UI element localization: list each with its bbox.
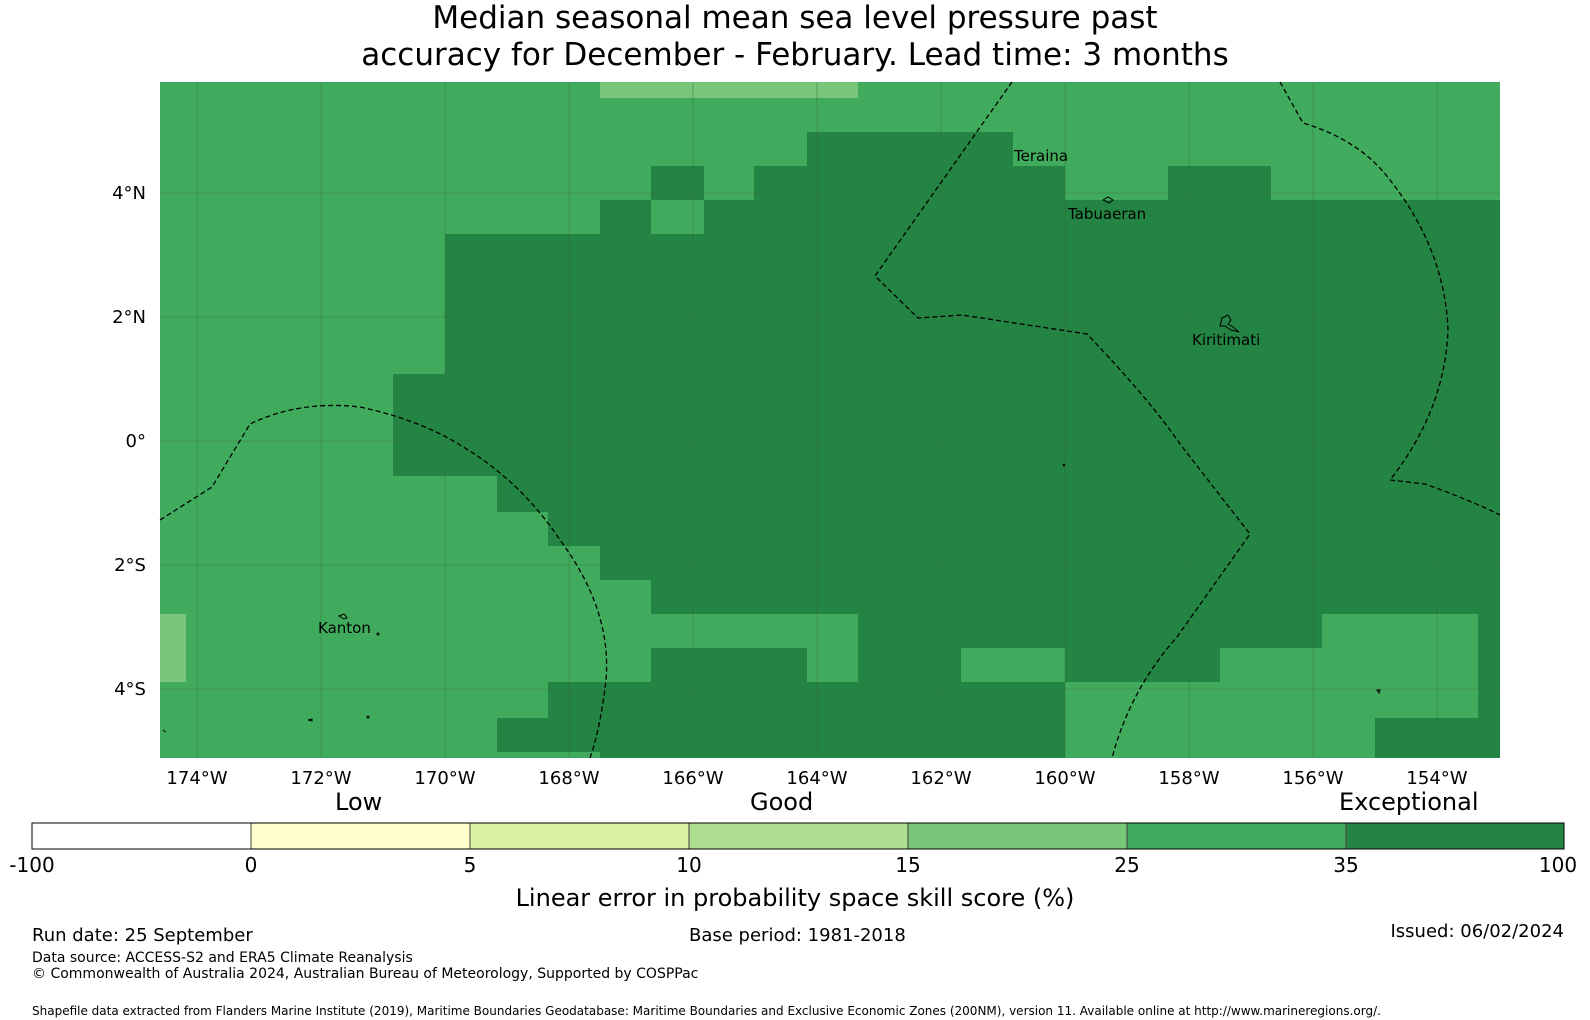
colorbar-segment: [1127, 823, 1346, 849]
colorbar-segment: [251, 823, 470, 849]
lon-label: 156°W: [1282, 768, 1343, 789]
islands: [162, 196, 1381, 733]
lat-label: 0°: [126, 431, 146, 452]
base-period: Base period: 1981-2018: [689, 925, 906, 946]
map-title-line-1: Median seasonal mean sea level pressure …: [432, 0, 1158, 36]
island-kanton-shape: [337, 613, 348, 620]
data-source: Data source: ACCESS-S2 and ERA5 Climate …: [32, 950, 413, 966]
islet: [307, 718, 313, 722]
lon-label: 154°W: [1406, 768, 1467, 789]
place-label-tabuaeran: Tabuaeran: [1067, 205, 1146, 223]
run-date: Run date: 25 September: [32, 925, 253, 946]
lon-label: 160°W: [1034, 768, 1095, 789]
lon-label: 162°W: [910, 768, 971, 789]
colorbar-tick: 100: [1538, 853, 1578, 877]
island-tabuaeran-shape: [1101, 196, 1114, 204]
eez-boundaries: [159, 81, 1501, 759]
lat-label: 4°N: [112, 183, 146, 204]
colorbar-frame: [31, 822, 1565, 850]
lat-label: 2°N: [112, 307, 146, 328]
copyright: © Commonwealth of Australia 2024, Austra…: [32, 966, 699, 982]
colorbar-segment: [32, 823, 251, 849]
lon-label: 158°W: [1158, 768, 1219, 789]
colorbar-tick: 5: [463, 853, 477, 877]
colorbar-segment: [1346, 823, 1564, 849]
skill-cell-medium: [651, 200, 704, 234]
island-kiritimati-shape: [1219, 314, 1240, 333]
lon-label: 170°W: [414, 768, 475, 789]
islet: [162, 729, 167, 733]
colorbar-category-exceptional: Exceptional: [1339, 788, 1479, 816]
map-gridlines: [160, 82, 1500, 758]
place-label-kanton: Kanton: [318, 619, 371, 637]
lon-label: 168°W: [538, 768, 599, 789]
lat-label: 2°S: [114, 555, 146, 576]
colorbar-tick: 15: [895, 853, 921, 877]
eez-boundary-kiritimati: [1279, 81, 1501, 516]
place-label-kiritimati: Kiritimati: [1192, 331, 1260, 349]
place-label-teraina: Teraina: [1013, 147, 1068, 165]
lon-label: 172°W: [290, 768, 351, 789]
colorbar-category-low: Low: [335, 788, 383, 816]
islet: [376, 632, 380, 636]
colorbar-category-good: Good: [750, 788, 814, 816]
islet: [1062, 463, 1066, 467]
colorbar-tick: -100: [9, 853, 55, 877]
lon-label: 164°W: [786, 768, 847, 789]
colorbar-tick: 25: [1114, 853, 1140, 877]
islet: [366, 715, 370, 719]
lat-label: 4°S: [114, 679, 146, 700]
map-title-line-2: accuracy for December - February. Lead t…: [361, 37, 1229, 73]
lon-label: 174°W: [166, 768, 227, 789]
skill-region-dark: [393, 132, 1500, 758]
colorbar-segment: [470, 823, 689, 849]
skill-cell-medium: [961, 648, 1065, 682]
colorbar: [31, 822, 1565, 850]
eez-boundary-kanton: [159, 404, 608, 759]
islet: [1376, 689, 1381, 695]
lon-label: 166°W: [662, 768, 723, 789]
colorbar-tick: 10: [676, 853, 702, 877]
colorbar-label: Linear error in probability space skill …: [515, 884, 1075, 912]
colorbar-tick: 35: [1333, 853, 1359, 877]
colorbar-segment: [689, 823, 908, 849]
colorbar-segment: [908, 823, 1127, 849]
issued-date: Issued: 06/02/2024: [1390, 921, 1564, 942]
map-panel: [159, 81, 1501, 759]
shapefile-credit: Shapefile data extracted from Flanders M…: [32, 1004, 1381, 1018]
skill-cell-medium: [1065, 682, 1117, 718]
skill-cell-light: [600, 82, 858, 98]
colorbar-tick: 0: [244, 853, 258, 877]
skill-cell-light: [160, 614, 186, 682]
